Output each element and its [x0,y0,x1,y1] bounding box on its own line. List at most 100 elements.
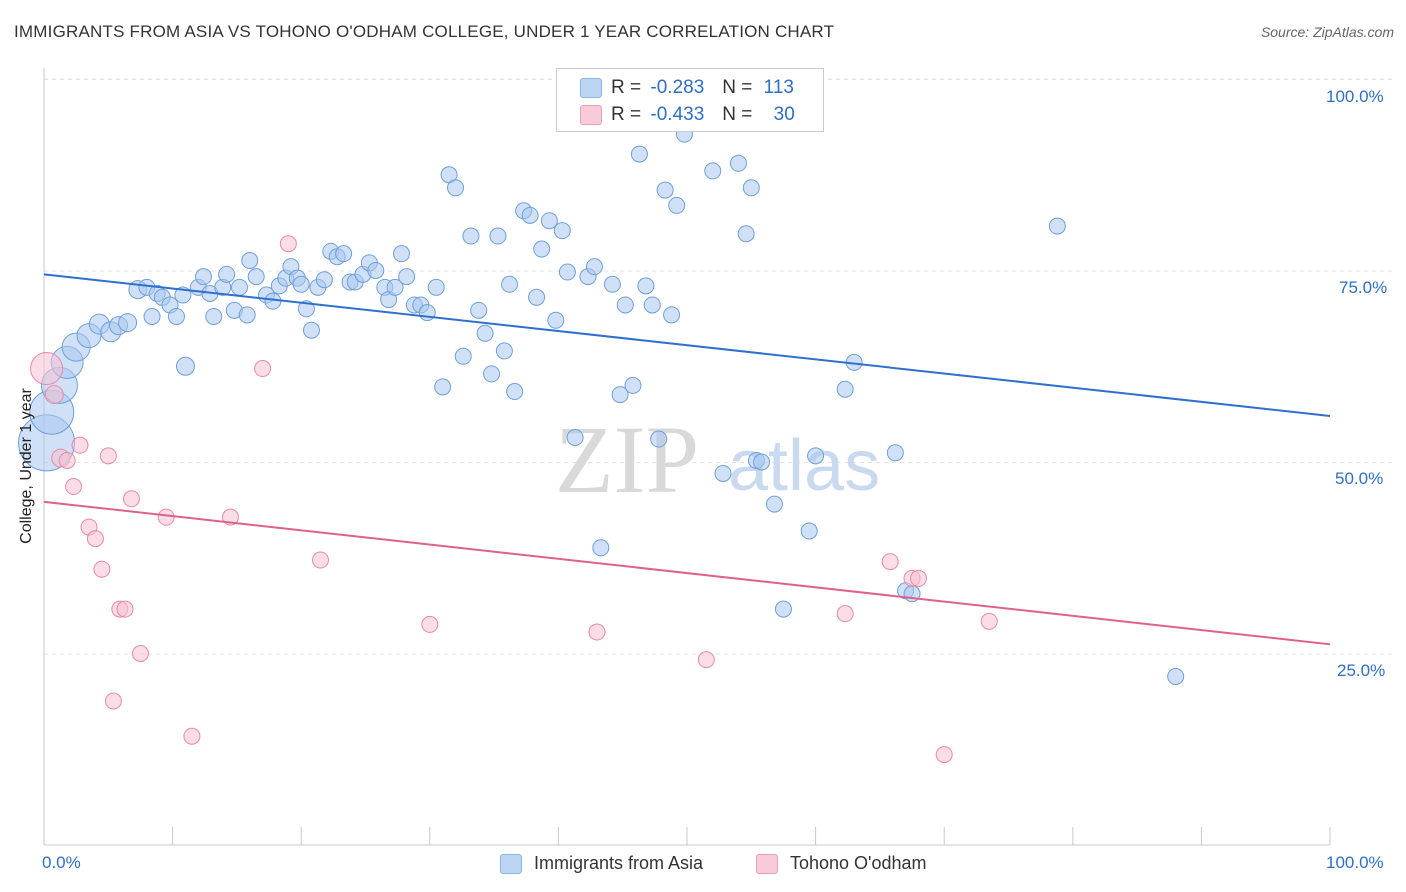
stats-r-label: R = [611,77,642,98]
data-point-tohono-oodham [935,746,953,764]
stats-r-value: -0.433 [650,104,705,125]
data-point-immigrants-from-asia [737,225,755,243]
data-point-immigrants-from-asia [398,268,416,286]
data-point-tohono-oodham [697,651,715,669]
stats-legend-box: R = -0.283 N = 113 R = -0.433 N = 30 [556,68,824,132]
data-point-immigrants-from-asia [118,313,138,333]
data-point-immigrants-from-asia [656,181,674,199]
data-point-immigrants-from-asia [714,464,732,482]
data-point-immigrants-from-asia [753,453,771,471]
data-point-tohono-oodham [44,385,64,405]
data-point-immigrants-from-asia [483,365,501,383]
data-point-immigrants-from-asia [489,227,507,245]
stats-n-value: 30 [773,104,795,125]
data-point-immigrants-from-asia [592,539,610,557]
data-point-tohono-oodham [104,692,122,710]
data-point-tohono-oodham [122,490,140,508]
source-label: Source: ZipAtlas.com [1260,24,1394,40]
data-point-tohono-oodham [279,235,297,253]
legend: Immigrants from Asia Tohono O'odham [0,851,1406,877]
data-point-tohono-oodham [980,612,998,630]
legend-item-immigrants-from-asia[interactable]: Immigrants from Asia [500,853,703,874]
data-point-immigrants-from-asia [418,304,436,322]
stats-n-label: N = [722,104,753,125]
data-point-immigrants-from-asia [1167,667,1185,685]
data-point-immigrants-from-asia [302,321,320,339]
data-point-immigrants-from-asia [230,278,248,296]
data-point-tohono-oodham [58,451,76,469]
data-point-immigrants-from-asia [175,356,195,376]
data-point-tohono-oodham [311,551,329,569]
data-point-immigrants-from-asia [637,277,655,295]
x-tick-label-right: 100.0% [1326,853,1384,872]
data-point-immigrants-from-asia [367,262,385,279]
data-point-immigrants-from-asia [800,522,818,540]
trend-lines [43,273,1331,646]
legend-label-immigrants-from-asia: Immigrants from Asia [534,853,704,873]
data-point-tohono-oodham [588,623,606,641]
data-point-immigrants-from-asia [585,258,603,276]
data-point-immigrants-from-asia [454,347,472,365]
y-tick-label-25: 25.0% [1337,661,1386,680]
data-point-immigrants-from-asia [167,307,185,325]
data-point-immigrants-from-asia [462,227,480,245]
data-point-tohono-oodham [157,508,175,526]
data-point-immigrants-from-asia [501,275,519,293]
data-point-immigrants-from-asia [297,300,315,318]
x-tick-label-left: 0.0% [42,853,81,872]
data-point-immigrants-from-asia [547,311,565,329]
data-point-immigrants-from-asia [506,383,524,401]
data-point-immigrants-from-asia [143,307,161,325]
data-point-immigrants-from-asia [765,495,783,513]
data-point-tohono-oodham [71,436,89,454]
data-point-tohono-oodham [909,569,927,587]
y-tick-label-75: 75.0% [1339,278,1388,297]
data-point-immigrants-from-asia [624,376,642,394]
data-point-immigrants-from-asia [553,222,571,240]
legend-swatch-pink [756,853,778,874]
data-point-immigrants-from-asia [447,179,465,197]
data-point-tohono-oodham [421,615,439,633]
data-point-immigrants-from-asia [807,447,825,465]
data-point-immigrants-from-asia [643,296,661,314]
gridlines [44,78,1392,655]
data-point-immigrants-from-asia [630,145,648,163]
data-point-tohono-oodham [183,727,201,745]
data-point-tohono-oodham [881,553,899,571]
y-tick-label-100: 100.0% [1326,87,1384,106]
stats-row-pink: R = -0.433 N = 30 [611,101,795,129]
data-point-immigrants-from-asia [1048,217,1066,235]
data-point-immigrants-from-asia [540,212,558,230]
data-point-immigrants-from-asia [315,271,333,289]
series-immigrants-from-asia [18,125,1185,685]
data-point-immigrants-from-asia [470,301,488,319]
series-tohono-oodham [30,235,998,764]
data-point-immigrants-from-asia [663,306,681,324]
data-point-tohono-oodham [86,530,104,548]
data-point-immigrants-from-asia [247,268,265,286]
data-point-immigrants-from-asia [611,386,629,404]
data-point-tohono-oodham [65,478,83,496]
watermark-zip: ZIP [555,406,699,513]
data-point-immigrants-from-asia [495,342,513,360]
data-point-immigrants-from-asia [774,600,792,618]
data-point-tohono-oodham [30,352,64,386]
legend-item-tohono-oodham[interactable]: Tohono O'odham [756,853,927,874]
data-point-immigrants-from-asia [650,430,668,448]
chart-title: IMMIGRANTS FROM ASIA VS TOHONO O'ODHAM C… [14,22,835,41]
stats-n-value: 113 [763,77,794,98]
data-point-immigrants-from-asia [238,306,256,324]
data-point-immigrants-from-asia [434,378,452,396]
data-point-tohono-oodham [836,605,854,623]
watermark: ZIP atlas [555,406,880,513]
data-point-immigrants-from-asia [393,245,411,263]
y-axis-title: College, Under 1 year [18,388,35,544]
data-point-immigrants-from-asia [476,324,494,342]
data-point-immigrants-from-asia [704,162,722,180]
data-point-tohono-oodham [254,360,272,378]
data-point-immigrants-from-asia [558,263,576,281]
data-point-immigrants-from-asia [521,206,539,224]
legend-label-tohono-oodham: Tohono O'odham [790,853,927,873]
data-point-immigrants-from-asia [836,380,854,398]
